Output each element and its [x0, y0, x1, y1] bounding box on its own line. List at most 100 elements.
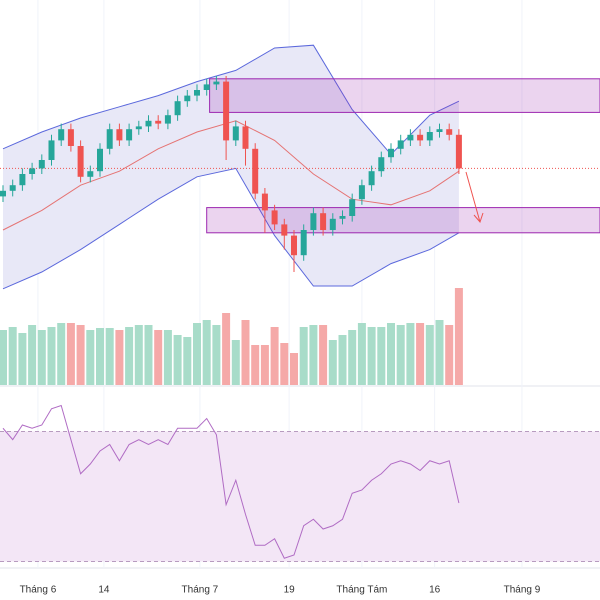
candle-body	[38, 160, 45, 169]
volume-bar	[231, 340, 240, 385]
volume-bar	[47, 327, 56, 385]
candle-body	[145, 120, 152, 127]
volume-bar	[425, 325, 434, 385]
volume-bar	[435, 320, 444, 385]
volume-bar	[18, 333, 27, 385]
candle-body	[310, 213, 317, 230]
x-tick-label: Tháng Tám	[336, 585, 387, 596]
band-fill	[3, 45, 459, 289]
volume-bar	[251, 345, 260, 385]
candle-body	[9, 185, 16, 191]
volume-bar	[193, 323, 201, 385]
arrow	[465, 171, 484, 223]
band-lower	[2, 167, 460, 290]
candle-body	[426, 132, 433, 141]
volume-bar	[125, 327, 134, 385]
candle-body	[67, 129, 74, 146]
candle-body	[203, 84, 210, 90]
candle-body	[388, 148, 394, 158]
volume-bar	[309, 325, 318, 385]
volume-bar	[173, 335, 182, 385]
volume-bar	[406, 323, 415, 385]
volume-bar	[445, 325, 454, 385]
volume-bar	[377, 327, 386, 385]
volume-bar	[0, 330, 7, 385]
volume-bar	[270, 327, 279, 385]
volume-bar	[202, 320, 211, 385]
volume-bar	[183, 337, 192, 385]
candle-body	[19, 174, 26, 186]
candle-body	[407, 134, 414, 141]
volume-bar	[241, 320, 250, 385]
volume-bar	[76, 325, 85, 385]
candle-body	[135, 126, 142, 130]
volume-bar	[57, 323, 66, 385]
volume-bar	[290, 353, 298, 385]
volume-bar	[8, 327, 17, 385]
candle-body	[174, 101, 181, 116]
volume-bar	[396, 325, 405, 385]
candle-body	[368, 171, 375, 186]
candle-body	[455, 134, 462, 169]
candle-body	[48, 140, 55, 160]
x-tick-label: 19	[284, 585, 296, 596]
candle-body	[329, 218, 336, 230]
candle-body	[417, 134, 424, 141]
x-tick-label: 14	[98, 585, 110, 596]
candle-body	[155, 120, 162, 124]
rsi-line	[2, 404, 460, 559]
candle-body	[232, 126, 239, 141]
candle-body	[281, 224, 288, 236]
candle-body	[446, 129, 453, 135]
candle-body	[358, 185, 365, 200]
candle-body	[126, 129, 133, 141]
volume-bar	[299, 327, 308, 385]
candle-body	[320, 213, 327, 230]
candle-body	[184, 95, 191, 102]
volume-bar	[348, 330, 357, 385]
volume-bar	[86, 330, 95, 385]
candle-body	[87, 171, 94, 177]
candle-body	[252, 148, 259, 194]
volume-bar	[154, 330, 163, 385]
rsi-band	[0, 431, 600, 562]
candle-body	[97, 148, 103, 172]
candle-body	[261, 193, 268, 211]
volume-bar	[357, 323, 366, 385]
zone	[209, 78, 600, 113]
volume-bar	[454, 288, 463, 385]
volume-bar	[212, 325, 221, 385]
candle-body	[436, 129, 443, 132]
volume-bar	[163, 330, 172, 385]
candle-body	[106, 129, 113, 149]
candle-body	[213, 81, 220, 85]
x-tick-label: 16	[429, 585, 441, 596]
candle-body	[58, 129, 65, 141]
candle-body	[291, 235, 297, 256]
candle-body	[223, 81, 230, 141]
zone	[206, 207, 600, 234]
x-tick-label: Tháng 9	[504, 585, 541, 596]
candle-body	[339, 216, 346, 219]
volume-bar	[338, 335, 347, 385]
candle-body	[164, 115, 171, 124]
volume-bar	[222, 313, 231, 385]
x-tick-label: Tháng 6	[20, 585, 57, 596]
candle-body	[378, 157, 385, 172]
volume-bar	[105, 328, 114, 385]
candle-body	[194, 90, 200, 96]
volume-bar	[280, 343, 289, 385]
volume-bar	[134, 325, 143, 385]
candle-body	[29, 168, 36, 174]
candle-body	[349, 199, 356, 216]
candle-body	[116, 129, 123, 141]
candle-body	[300, 230, 307, 256]
volume-bar	[319, 325, 328, 385]
volume-bar	[387, 323, 395, 385]
candle-body	[0, 190, 6, 197]
volume-bar	[96, 328, 104, 385]
volume-bar	[66, 323, 75, 385]
volume-bar	[416, 323, 425, 385]
